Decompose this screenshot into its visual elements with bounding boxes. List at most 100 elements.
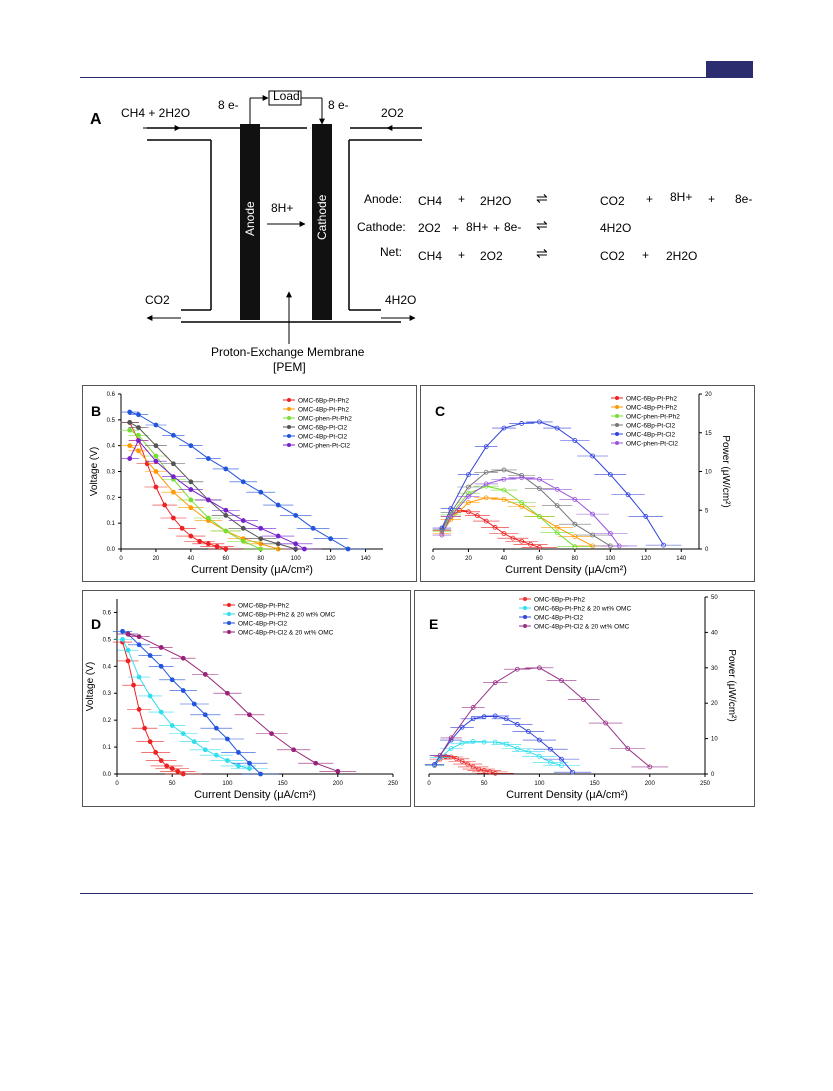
data-point [525,749,531,755]
data-point [202,747,208,753]
chart-b: 0 20 40 60 80 100 120 140 0.0 0.1 0.2 0.3 0.4 0.5 0.6 C… [89,392,383,576]
data-point [120,636,125,642]
data-point [503,741,509,747]
y-tick-label: 0.2 [107,495,116,501]
eq-net-plus2: + [642,248,650,262]
series-line [441,509,540,548]
panel-d: 0 50 100 150 200 250 0.0 0.1 0.2 0.3 0.4 0.5 0.6 Curr… [82,590,411,807]
data-point [519,500,525,505]
data-point [492,680,498,686]
data-point [291,747,297,753]
x-tick-label: 100 [605,556,616,562]
legend-marker [227,621,231,625]
legend-label: OMC-4Bp-Pt-Ph2 [626,405,677,412]
y-tick-label: 0 [705,547,709,553]
data-point [501,476,507,482]
x-tick-label: 120 [641,556,652,562]
legend-label: OMC-phen-Pt-Ph2 [626,414,680,421]
data-point [205,497,211,503]
data-point [559,678,564,683]
chart-d: 0 50 100 150 200 250 0.0 0.1 0.2 0.3 0.4 0.5 0.6 Curr… [85,599,399,801]
eq-anode-rhs1: CO2 [600,194,625,208]
data-point [240,525,246,531]
data-point [153,484,159,490]
data-point [328,536,334,542]
data-point [537,753,542,759]
data-point [625,746,631,751]
y-tick-label: 0.3 [107,470,116,476]
data-point [519,538,525,544]
x-tick-label: 60 [536,556,543,562]
data-point [537,545,542,550]
right-input-label: 2O2 [381,106,404,120]
membrane-label-2: [PEM] [273,360,306,374]
eq-cathode-rhs1: 4H2O [600,221,632,235]
legend-label: OMC-6Bp-Pt-Ph2 [534,597,585,604]
data-point [537,419,542,425]
data-point [457,507,462,513]
data-point [236,763,241,769]
anode-electrode [240,124,260,320]
data-point [537,486,542,491]
data-point [570,769,575,775]
data-point [247,712,252,718]
x-axis-title: Current Density (μA/cm²) [506,789,628,801]
cathode-electrode [312,124,332,320]
y-axis-title: Voltage (V) [89,447,100,496]
data-point [223,466,229,472]
data-point [483,444,489,450]
data-point [492,524,498,530]
legend-marker [523,615,527,619]
legend-label: OMC-4Bp-Pt-Ph2 [298,407,349,414]
data-point [240,538,246,544]
data-point [127,409,133,415]
data-point [258,546,264,552]
legend-label: OMC-6Bp-Pt-Ph2 [238,603,289,610]
data-point [313,760,319,766]
data-point [335,768,341,774]
x-axis-title: Current Density (μA/cm²) [191,564,313,576]
x-tick-label: 80 [572,556,579,562]
legend-marker [287,434,291,438]
data-point [202,671,208,677]
data-point [514,666,520,672]
data-point [483,469,489,475]
eq-net-rhs1: CO2 [600,249,625,263]
data-point [293,513,299,518]
anode-label: Anode [243,201,257,236]
data-point [224,690,230,696]
y-tick-label: 0.0 [103,772,112,778]
data-point [443,753,448,759]
legend-label: OMC-6Bp-Pt-Ph2 [626,396,677,403]
x-tick-label: 150 [590,781,601,787]
data-point [466,509,471,515]
data-point [136,432,141,438]
data-point [501,467,507,473]
eq-cathode-lhs2: 8H+ [466,220,489,234]
panel-b: 0 20 40 60 80 100 120 140 0.0 0.1 0.2 0.3 0.4 0.5 0.6 C… [82,385,417,582]
data-point [158,645,164,650]
y-tick-label: 30 [711,666,718,672]
data-point [501,497,507,502]
data-point [554,503,560,508]
data-point [528,541,533,547]
data-point [164,763,170,769]
eq-net-arrow: ⇌ [536,245,548,261]
data-point [537,476,542,482]
data-point [481,768,487,773]
y-tick-label: 0.1 [107,521,116,527]
data-point [125,647,131,653]
eq-anode-arrow: ⇌ [536,190,548,206]
y-tick-label: 0.6 [107,392,116,398]
left-output-label: CO2 [145,293,170,307]
eq-net-lhs1: CH4 [418,249,443,263]
data-point [136,642,142,648]
data-point [153,750,159,755]
data-point [470,705,476,710]
data-point [127,443,133,449]
data-point [158,758,164,763]
x-tick-label: 40 [501,556,508,562]
x-tick-label: 200 [645,781,656,787]
legend-marker [227,603,231,607]
